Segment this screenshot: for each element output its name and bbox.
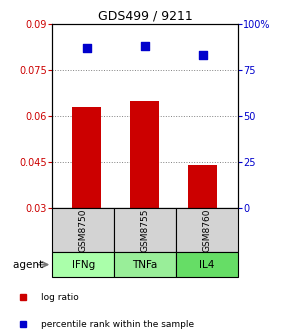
Bar (130, 100, 160, 208)
Point (143, 43, 147, 48)
Title: GDS499 / 9211: GDS499 / 9211 (98, 9, 192, 23)
Text: GSM8750: GSM8750 (79, 208, 88, 252)
Bar (52, 208, 114, 252)
Text: GSM8760: GSM8760 (202, 208, 211, 252)
Text: percentile rank within the sample: percentile rank within the sample (41, 320, 194, 329)
Text: TNFa: TNFa (132, 260, 158, 269)
Text: agent: agent (13, 260, 46, 269)
Bar (188, 165, 218, 208)
Bar (114, 252, 176, 277)
Bar (114, 208, 176, 252)
Text: IL4: IL4 (199, 260, 215, 269)
Text: IFNg: IFNg (72, 260, 95, 269)
Bar (176, 208, 238, 252)
Bar (72, 107, 102, 208)
Bar (52, 252, 114, 277)
Text: GSM8755: GSM8755 (140, 208, 150, 252)
Point (201, 52, 205, 58)
Point (85, 45, 89, 50)
Bar (176, 252, 238, 277)
Text: log ratio: log ratio (41, 293, 79, 302)
